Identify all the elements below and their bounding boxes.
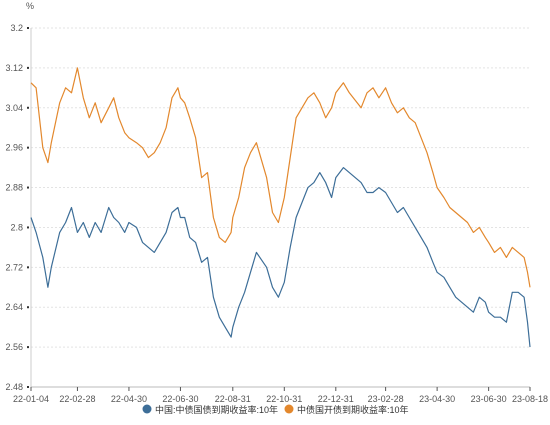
- x-tick-label: 23-02-28: [368, 394, 404, 404]
- x-tick-label: 22-01-04: [13, 394, 49, 404]
- legend-label: 中国:中债国债到期收益率:10年: [155, 404, 278, 415]
- y-tick-label: 3.12: [5, 63, 23, 73]
- x-tick-label: 22-10-31: [266, 394, 302, 404]
- x-tick-label: 22-02-28: [59, 394, 95, 404]
- y-tick-mark: [27, 27, 29, 29]
- y-tick-label: 2.56: [5, 342, 23, 352]
- y-tick-label: 2.72: [5, 262, 23, 272]
- y-tick-mark: [27, 186, 29, 189]
- legend-marker: [284, 404, 294, 414]
- y-tick-label: 2.48: [5, 382, 23, 392]
- y-tick-mark: [27, 66, 29, 69]
- legend-item-2[interactable]: 中债国开债到期收益率:10年: [284, 404, 409, 415]
- y-tick-label: 3.2: [10, 23, 23, 33]
- y-tick-mark: [27, 266, 29, 269]
- y-tick-label: 2.8: [10, 222, 23, 232]
- series-line-2[interactable]: [30, 67, 531, 288]
- legend[interactable]: 中国:中债国债到期收益率:10年 中债国开债到期收益率:10年: [142, 404, 409, 415]
- x-tick-label: 23-08-18: [512, 394, 548, 404]
- y-tick-mark: [27, 386, 29, 388]
- series-line-1[interactable]: [30, 167, 531, 348]
- legend-label: 中债国开债到期收益率:10年: [297, 404, 409, 415]
- y-tick-mark: [27, 146, 29, 149]
- x-tick-label: 22-06-30: [162, 394, 198, 404]
- y-tick-mark: [27, 346, 29, 349]
- y-tick-label: 2.88: [5, 183, 23, 193]
- x-tick-label: 23-04-30: [419, 394, 455, 404]
- y-tick-label: 3.04: [5, 103, 23, 113]
- y-tick-mark: [27, 306, 29, 309]
- series-layer: [30, 67, 531, 348]
- y-tick-label: 2.64: [5, 302, 23, 312]
- y-axis-unit-label: %: [26, 1, 34, 11]
- axis-layer: 2.48 2.56 2.64 2.72 2.8 2.88 2.96 3.04 3.12 3.2 22…: [5, 23, 548, 404]
- x-tick-label: 22-04-30: [111, 394, 147, 404]
- y-tick-mark: [27, 226, 29, 229]
- x-tick-label: 22-08-31: [215, 394, 251, 404]
- y-tick-mark: [27, 106, 29, 109]
- y-tick-label: 2.96: [5, 143, 23, 153]
- x-tick-label: 23-06-30: [471, 394, 507, 404]
- legend-item-1[interactable]: 中国:中债国债到期收益率:10年: [142, 404, 279, 415]
- grid-layer: [31, 27, 530, 388]
- x-tick-label: 22-12-31: [318, 394, 354, 404]
- legend-marker: [142, 404, 152, 414]
